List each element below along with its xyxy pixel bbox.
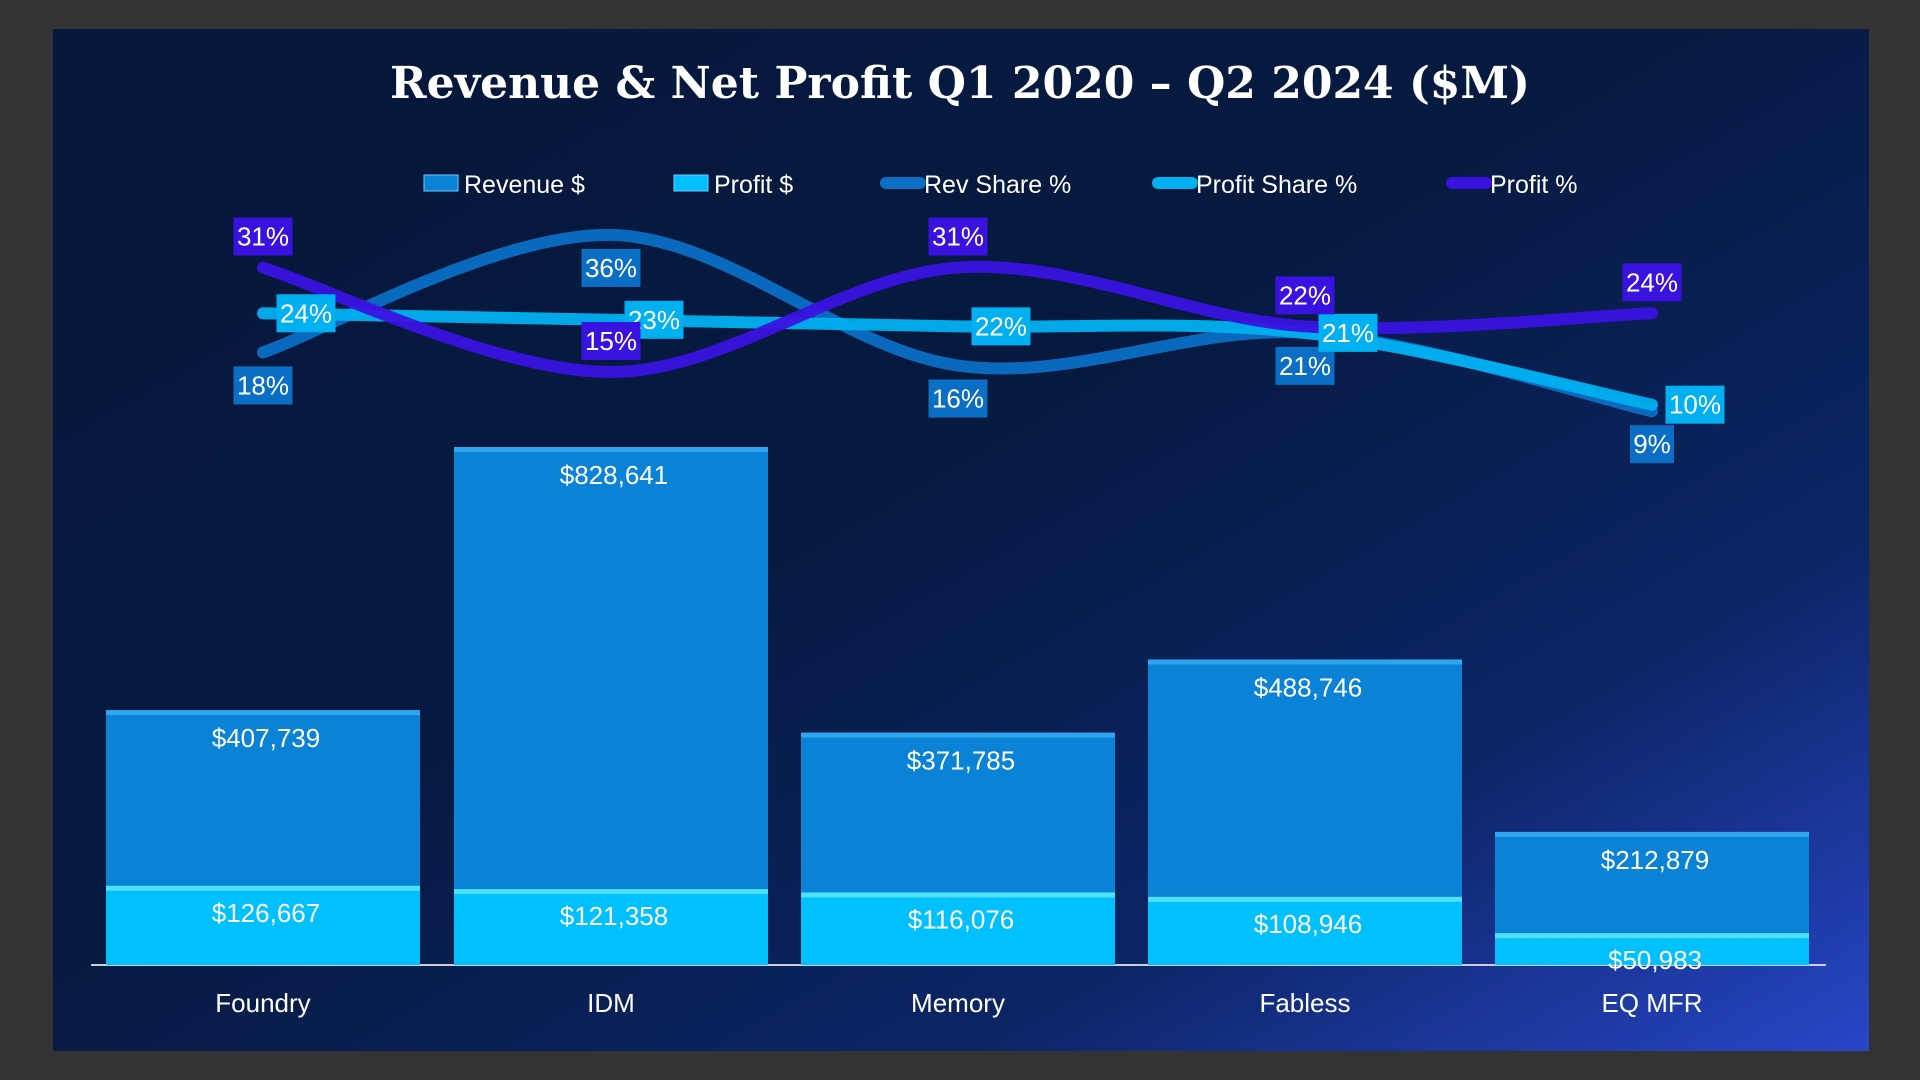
rev-share-data-label: 36% bbox=[585, 253, 637, 283]
profit-share-data-label: 21% bbox=[1322, 318, 1374, 348]
profit-pct-label-box bbox=[1622, 263, 1682, 302]
legend-item: Profit % bbox=[1446, 171, 1578, 199]
legend-item: Revenue $ bbox=[423, 171, 585, 199]
legend-item: Profit Share % bbox=[1152, 171, 1357, 199]
lines-layer bbox=[257, 228, 1658, 418]
profit-bar bbox=[454, 889, 768, 965]
revenue-data-label: $212,879 bbox=[1601, 845, 1709, 875]
revenue-bar-top-edge bbox=[106, 710, 420, 716]
profit-pct-data-label: 31% bbox=[932, 222, 984, 252]
rev-share-label-box bbox=[1275, 346, 1335, 385]
profit-data-label: $116,076 bbox=[908, 904, 1015, 934]
profit-share-label-box bbox=[1665, 385, 1725, 424]
legend-item: Rev Share % bbox=[880, 171, 1071, 199]
profit-share-label-box bbox=[971, 307, 1031, 346]
revenue-bar-top-edge bbox=[1148, 659, 1462, 665]
profit-data-label: $121,358 bbox=[560, 901, 668, 931]
revenue-bar bbox=[454, 447, 768, 965]
legend-label: Rev Share % bbox=[924, 171, 1071, 199]
profit-bar bbox=[801, 892, 1115, 965]
category-label: Foundry bbox=[215, 988, 310, 1018]
profit-bar bbox=[1495, 933, 1809, 965]
rev-share-label-box bbox=[928, 379, 988, 418]
profit-share-data-label: 24% bbox=[280, 298, 332, 328]
rev-share-label-box bbox=[1630, 425, 1674, 464]
category-label: IDM bbox=[587, 988, 635, 1018]
profit-bar bbox=[106, 885, 420, 965]
legend-swatch-box bbox=[673, 174, 709, 192]
profit-bar-top-edge bbox=[1148, 896, 1462, 902]
revenue-data-label: $828,641 bbox=[560, 460, 668, 490]
revenue-bar-top-edge bbox=[801, 732, 1115, 738]
legend-label: Profit $ bbox=[714, 171, 793, 199]
rev-share-data-label: 16% bbox=[932, 384, 984, 414]
legend-label: Revenue $ bbox=[464, 171, 585, 199]
profit-pct-data-label: 15% bbox=[585, 326, 637, 356]
legend-label: Profit % bbox=[1490, 171, 1578, 199]
profit-share-line bbox=[257, 307, 1658, 411]
legend-label: Profit Share % bbox=[1196, 171, 1357, 199]
profit-data-label: $126,667 bbox=[212, 898, 320, 928]
profit-pct-label-box bbox=[233, 217, 293, 256]
profit-share-label-box bbox=[276, 294, 336, 333]
profit-data-label: $50,983 bbox=[1608, 945, 1702, 975]
profit-bar-top-edge bbox=[1495, 933, 1809, 939]
profit-share-label-box bbox=[1318, 313, 1378, 352]
category-label: Memory bbox=[911, 988, 1005, 1018]
rev-share-label-box bbox=[581, 248, 641, 287]
profit-bar bbox=[1148, 896, 1462, 965]
revenue-bar-top-edge bbox=[454, 447, 768, 452]
profit-pct-label-box bbox=[581, 322, 641, 361]
profit-pct-data-label: 24% bbox=[1626, 267, 1678, 297]
line-labels-layer: 18%36%16%21%9%24% 23% 22% 21%10%31%15%31%22… bbox=[233, 217, 1725, 464]
category-label: EQ MFR bbox=[1601, 988, 1702, 1018]
category-label: Fabless bbox=[1259, 988, 1350, 1018]
profit-share-data-label: 10% bbox=[1669, 390, 1721, 420]
profit-data-label: $108,946 bbox=[1254, 909, 1362, 939]
legend-swatch-box bbox=[423, 174, 459, 192]
profit-bar-top-edge bbox=[801, 892, 1115, 898]
profit-bar-top-edge bbox=[454, 889, 768, 895]
profit-pct-label-box bbox=[928, 217, 988, 256]
revenue-data-label: $488,746 bbox=[1254, 672, 1362, 702]
profit-pct-data-label: 31% bbox=[237, 222, 289, 252]
profit-pct-line bbox=[257, 260, 1658, 379]
rev-share-data-label: 21% bbox=[1279, 351, 1331, 381]
profit-pct-label-box bbox=[1275, 276, 1335, 315]
rev-share-data-label: 18% bbox=[237, 370, 289, 400]
rev-share-label-box bbox=[233, 366, 293, 405]
revenue-bar-top-edge bbox=[1495, 831, 1809, 837]
revenue-data-label: $371,785 bbox=[907, 746, 1015, 776]
legend-item: Profit $ bbox=[673, 171, 793, 199]
profit-pct-data-label: 22% bbox=[1279, 280, 1331, 310]
chart-title: Revenue & Net Profit Q1 2020 – Q2 2024 (… bbox=[390, 58, 1530, 109]
revenue-data-label: $407,739 bbox=[212, 723, 320, 753]
profit-share-data-label: 22% bbox=[975, 311, 1027, 341]
profit-bar-top-edge bbox=[106, 885, 420, 891]
rev-share-data-label: 9% bbox=[1633, 429, 1671, 459]
